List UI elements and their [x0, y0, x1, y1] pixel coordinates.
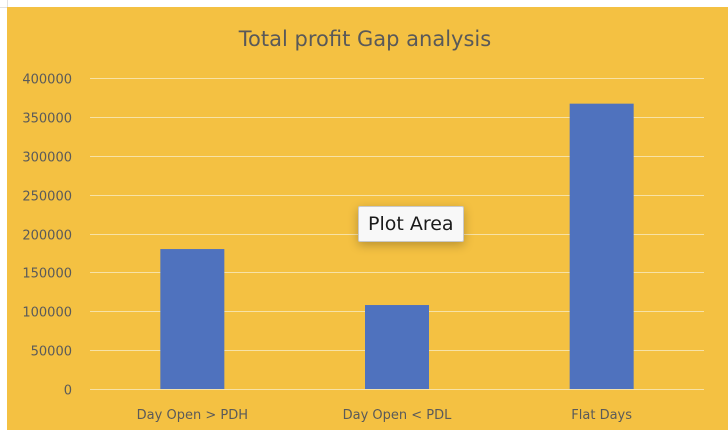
- y-axis-ticks: 0 50000 100000 150000 200000 250000 300000 3500…: [22, 73, 72, 399]
- bar[interactable]: [365, 305, 429, 389]
- y-tick-label: 100000: [22, 306, 72, 321]
- x-axis-ticks: Day Open > PDH Day Open < PDL Flat Days: [137, 408, 633, 423]
- y-tick-label: 50000: [31, 345, 72, 360]
- bar[interactable]: [569, 103, 634, 389]
- y-tick-label: 300000: [22, 151, 72, 166]
- x-tick-label: Day Open < PDL: [343, 408, 453, 423]
- y-tick-label: 0: [64, 384, 72, 399]
- bar[interactable]: [160, 249, 225, 389]
- chart-area[interactable]: 0 50000 100000 150000 200000 250000 300000 3500…: [7, 7, 728, 430]
- y-tick-label: 150000: [22, 267, 72, 282]
- y-tick-label: 200000: [22, 229, 72, 244]
- x-tick-label: Day Open > PDH: [137, 408, 248, 423]
- plot-area-tooltip: Plot Area: [358, 206, 464, 242]
- chart: 0 50000 100000 150000 200000 250000 300000 3500…: [22, 27, 704, 423]
- y-tick-label: 250000: [22, 190, 72, 205]
- y-tick-label: 400000: [22, 73, 72, 88]
- y-tick-label: 350000: [22, 112, 72, 127]
- chart-title: Total profit Gap analysis: [238, 27, 491, 51]
- x-tick-label: Flat Days: [571, 408, 632, 423]
- bars: [160, 103, 634, 389]
